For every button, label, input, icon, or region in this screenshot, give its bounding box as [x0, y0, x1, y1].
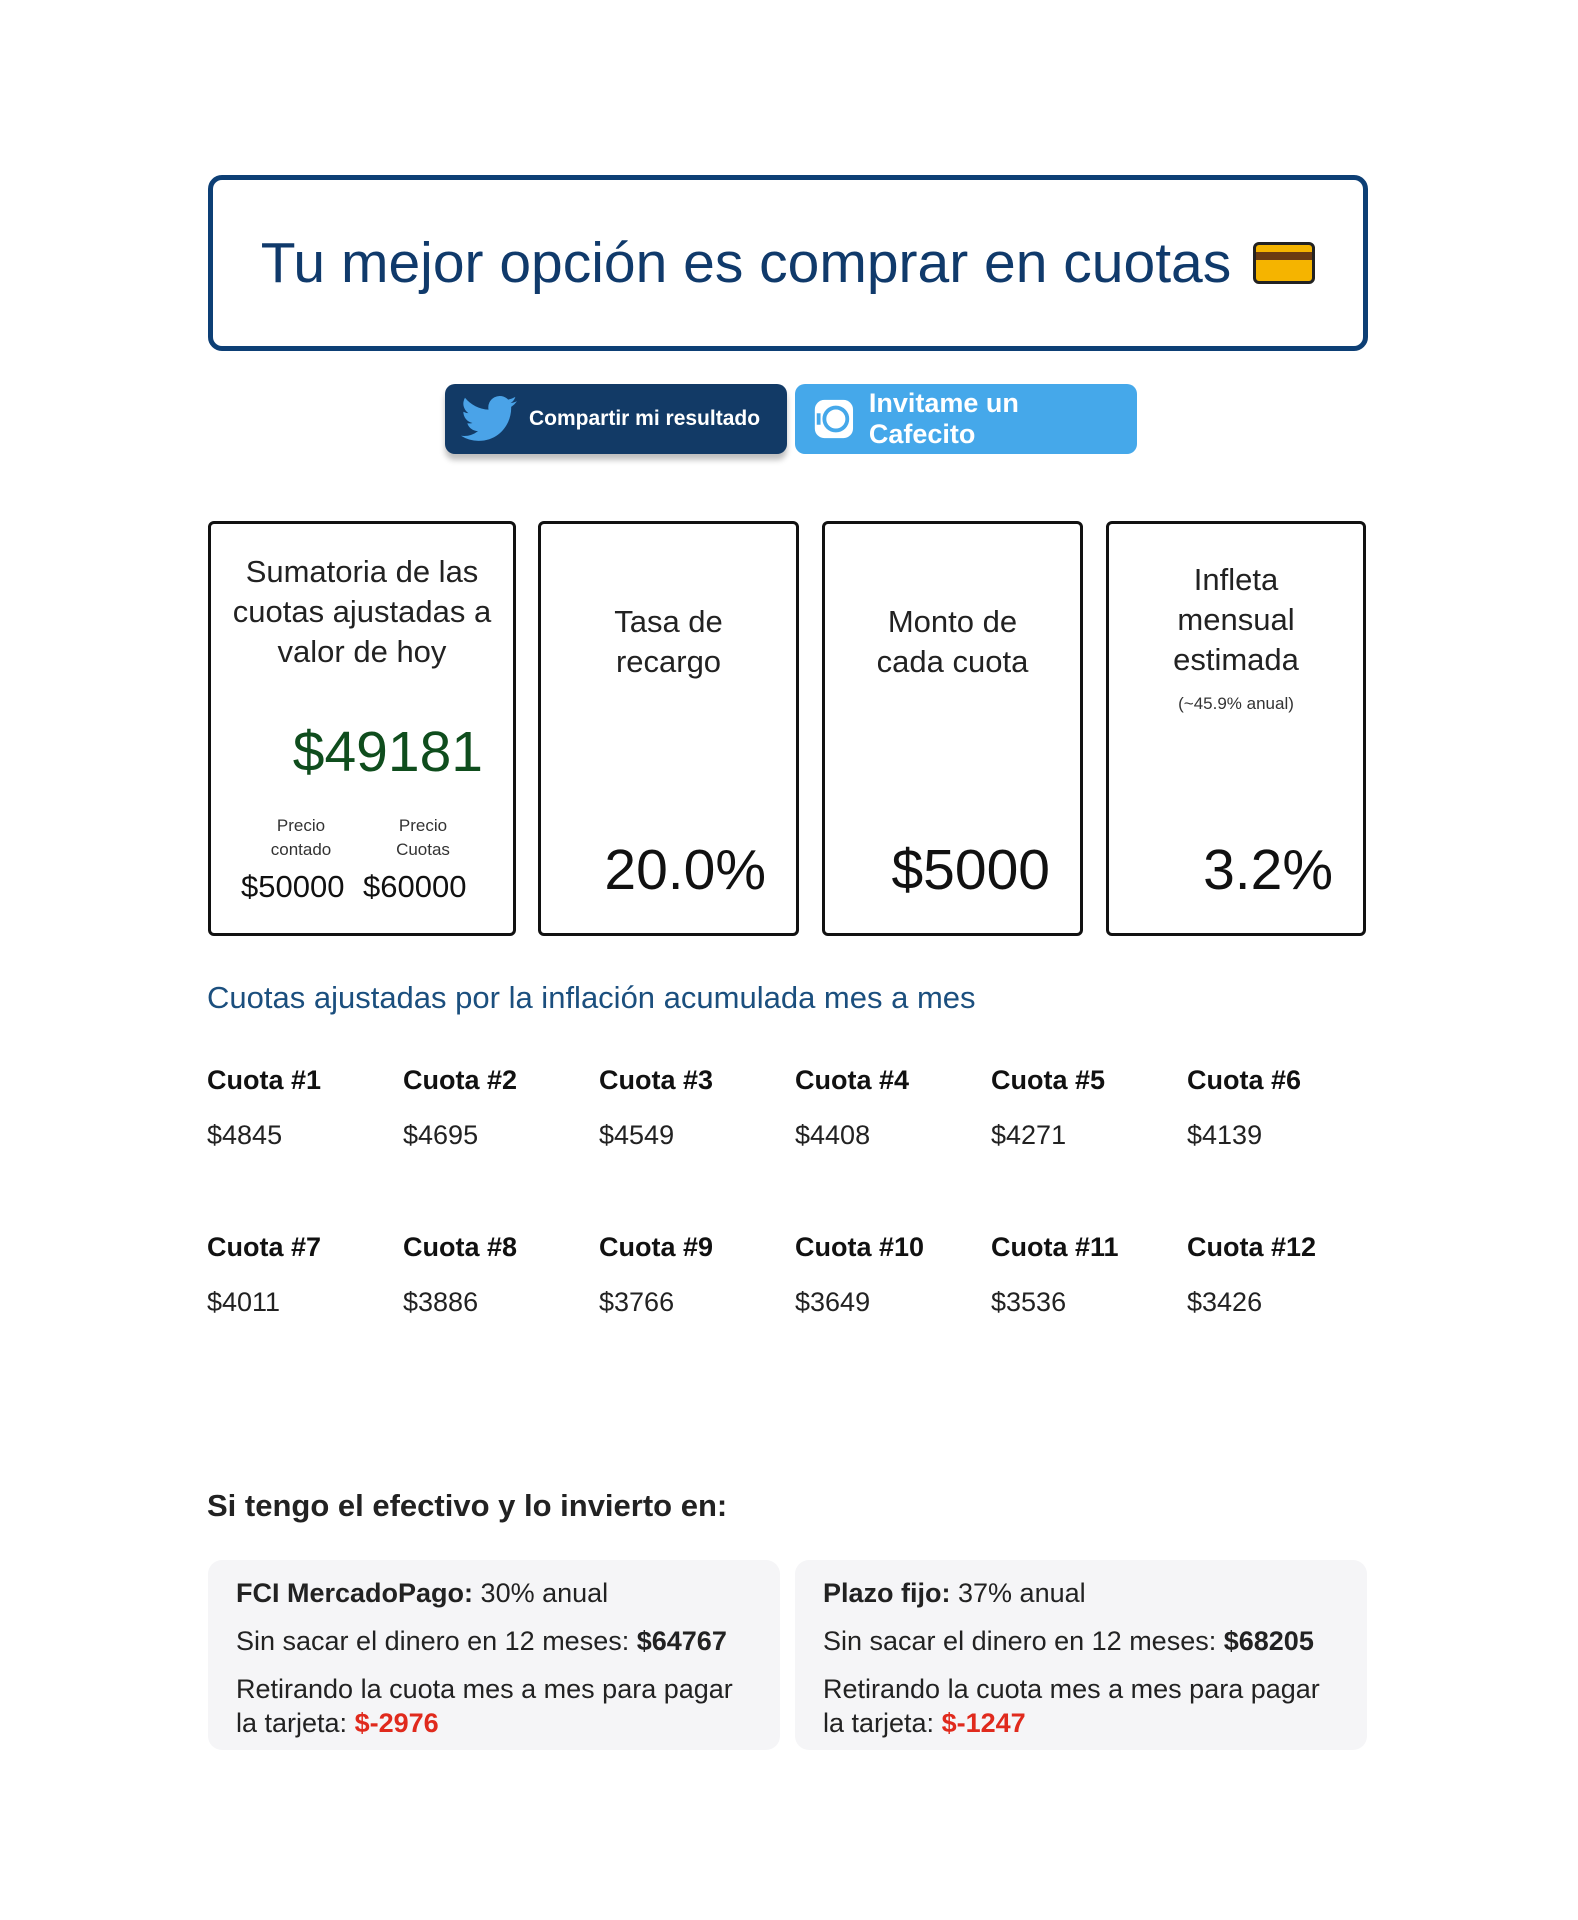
amount-value: $5000: [891, 838, 1050, 902]
withdraw-value: $-1247: [941, 1708, 1026, 1738]
installment-item: Cuota #2 $4695: [403, 1065, 593, 1151]
option-name: Plazo fijo:: [823, 1578, 951, 1608]
withdraw-label: Retirando la cuota mes a mes para pagar …: [236, 1674, 733, 1738]
installment-item: Cuota #3 $4549: [599, 1065, 789, 1151]
installment-item: Cuota #12 $3426: [1187, 1232, 1377, 1318]
installments-price-value: $60000: [363, 869, 467, 904]
installments-title: Cuotas ajustadas por la inflación acumul…: [207, 980, 976, 1015]
option-rate: 30% anual: [480, 1578, 609, 1608]
twitter-icon: [461, 395, 517, 441]
sum-value: $49181: [292, 720, 483, 784]
result-banner: Tu mejor opción es comprar en cuotas: [208, 175, 1368, 351]
cafecito-icon: [814, 399, 854, 439]
option-rate: 37% anual: [958, 1578, 1086, 1608]
installment-value: $3766: [599, 1287, 675, 1317]
installment-item: Cuota #10 $3649: [795, 1232, 985, 1318]
installment-item: Cuota #7 $4011: [207, 1232, 397, 1318]
installment-item: Cuota #11 $3536: [991, 1232, 1181, 1318]
installment-label: Cuota #2: [403, 1065, 518, 1095]
stat-label: Tasa de recargo: [614, 604, 723, 679]
installment-label: Cuota #1: [207, 1065, 322, 1095]
installment-item: Cuota #1 $4845: [207, 1065, 397, 1151]
stat-card-inflation: Infleta mensual estimada (~45.9% anual) …: [1106, 521, 1366, 936]
invest-option-plazo-fijo: Plazo fijo: 37% anual Sin sacar el diner…: [795, 1560, 1367, 1750]
installment-item: Cuota #5 $4271: [991, 1065, 1181, 1151]
keep-value: $68205: [1223, 1626, 1314, 1656]
installment-value: $3536: [991, 1287, 1067, 1317]
stat-card-rate: Tasa de recargo 20.0%: [538, 521, 799, 936]
credit-card-icon: [1253, 242, 1316, 284]
installment-value: $4139: [1187, 1120, 1263, 1150]
keep-label: Sin sacar el dinero en 12 meses:: [236, 1626, 630, 1656]
installment-label: Cuota #9: [599, 1232, 714, 1262]
installments-price-label: Precio Cuotas: [396, 816, 450, 859]
keep-value: $64767: [636, 1626, 727, 1656]
installment-item: Cuota #4 $4408: [795, 1065, 985, 1151]
installment-value: $3649: [795, 1287, 871, 1317]
share-button-label: Compartir mi resultado: [529, 407, 761, 430]
cafecito-button-label: Invitame un Cafecito: [868, 388, 1019, 449]
stat-card-sum: Sumatoria de las cuotas ajustadas a valo…: [208, 521, 516, 936]
stat-label: Infleta mensual estimada: [1173, 562, 1299, 677]
installment-value: $4845: [207, 1120, 283, 1150]
share-twitter-button[interactable]: Compartir mi resultado: [445, 384, 787, 454]
installment-value: $3426: [1187, 1287, 1263, 1317]
stat-card-amount: Monto de cada cuota $5000: [822, 521, 1083, 936]
option-name: FCI MercadoPago:: [236, 1578, 474, 1608]
withdraw-value: $-2976: [354, 1708, 439, 1738]
installment-value: $4011: [207, 1287, 281, 1317]
installment-label: Cuota #4: [795, 1065, 910, 1095]
keep-label: Sin sacar el dinero en 12 meses:: [823, 1626, 1217, 1656]
cafecito-button[interactable]: Invitame un Cafecito: [795, 384, 1137, 454]
installment-label: Cuota #3: [599, 1065, 714, 1095]
installment-value: $4695: [403, 1120, 479, 1150]
invest-option-fci: FCI MercadoPago: 30% anual Sin sacar el …: [208, 1560, 780, 1750]
stat-label: Monto de cada cuota: [876, 604, 1029, 679]
installment-label: Cuota #10: [795, 1232, 925, 1262]
installment-label: Cuota #12: [1187, 1232, 1317, 1262]
cash-price-label: Precio contado: [270, 816, 332, 859]
annual-inflation-note: (~45.9% anual): [1178, 694, 1294, 713]
inflation-value: 3.2%: [1203, 838, 1333, 902]
installment-label: Cuota #5: [991, 1065, 1106, 1095]
withdraw-label: Retirando la cuota mes a mes para pagar …: [823, 1674, 1320, 1738]
installment-item: Cuota #8 $3886: [403, 1232, 593, 1318]
rate-value: 20.0%: [604, 838, 766, 902]
cash-price-value: $50000: [241, 869, 345, 904]
installment-value: $3886: [403, 1287, 479, 1317]
installment-label: Cuota #11: [991, 1232, 1119, 1262]
result-title: Tu mejor opción es comprar en cuotas: [260, 231, 1232, 295]
installment-label: Cuota #6: [1187, 1065, 1302, 1095]
installment-item: Cuota #9 $3766: [599, 1232, 789, 1318]
installment-item: Cuota #6 $4139: [1187, 1065, 1377, 1151]
installment-value: $4549: [599, 1120, 675, 1150]
invest-title: Si tengo el efectivo y lo invierto en:: [207, 1488, 728, 1523]
installment-label: Cuota #7: [207, 1232, 322, 1262]
installment-value: $4271: [991, 1120, 1067, 1150]
stat-label: Sumatoria de las cuotas ajustadas a valo…: [232, 554, 492, 669]
installment-value: $4408: [795, 1120, 871, 1150]
installment-label: Cuota #8: [403, 1232, 518, 1262]
